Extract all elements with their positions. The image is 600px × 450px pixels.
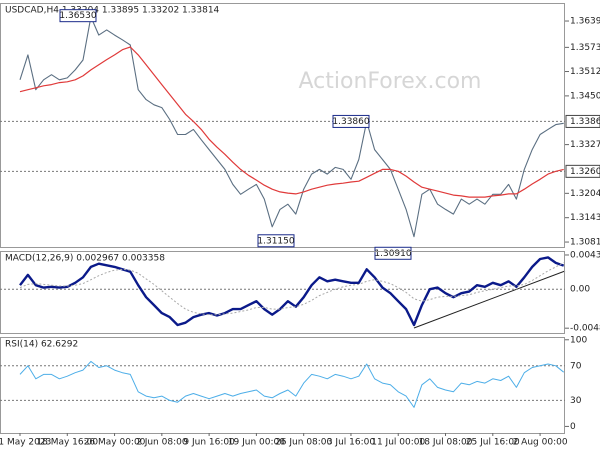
level-label-box — [565, 164, 600, 178]
series-line — [19, 256, 565, 327]
x-tick-label: 2 Jun 08:00 — [136, 438, 188, 448]
series-line — [19, 16, 564, 238]
x-tick-label: 25 Jul 16:00 — [466, 438, 520, 448]
panel-frame — [0, 3, 565, 248]
watermark: ActionForex.com — [299, 69, 482, 94]
annotation-label: 1.31150 — [257, 236, 294, 246]
panel-title: RSI(14) 62.6292 — [5, 340, 78, 350]
level-label: 1.32600 — [570, 167, 600, 177]
y-tick-label: 1.34505 — [570, 91, 600, 101]
annotation-box — [257, 234, 295, 248]
annotation-label: 1.33860 — [332, 117, 369, 127]
panel-title: MACD(12,26,9) 0.002967 0.003358 — [5, 254, 165, 264]
level-label: 70 — [570, 361, 582, 371]
panel-frame — [0, 337, 565, 434]
x-tick-label: 26 May 00:00 — [84, 438, 146, 448]
y-tick-label: 1.33275 — [570, 140, 600, 150]
level-label: 0.00 — [570, 285, 590, 295]
panel-frame — [0, 251, 565, 334]
annotation-label: 1.36530 — [59, 11, 96, 21]
y-tick-label: 1.30815 — [570, 238, 600, 248]
x-tick-label: 11 Jul 00:00 — [371, 438, 425, 448]
x-tick-label: 19 Jun 00:00 — [228, 438, 285, 448]
y-tick-label: 1.32045 — [570, 189, 600, 199]
level-label: 1.33860 — [570, 117, 600, 127]
series-line — [19, 46, 564, 198]
panel-title: USDCAD,H4 1.33204 1.33895 1.33202 1.3381… — [5, 6, 220, 16]
series-line — [19, 360, 565, 408]
x-tick-label: 2 Aug 00:00 — [513, 438, 568, 448]
trend-line — [413, 270, 566, 329]
level-label: 30 — [570, 396, 582, 406]
x-tick-label: 9 Jun 16:00 — [183, 438, 235, 448]
x-tick-label: 26 Jun 08:00 — [275, 438, 332, 448]
level-label-box — [565, 114, 600, 128]
y-tick-label: 1.35120 — [570, 67, 600, 77]
x-tick-label: 3 Jul 16:00 — [327, 438, 376, 448]
annotation-box — [332, 114, 370, 128]
x-tick-label: 18 May 16:00 — [36, 438, 98, 448]
x-tick-label: 18 Jul 08:00 — [419, 438, 473, 448]
annotation-box — [374, 246, 412, 260]
y-tick-label: 100 — [570, 335, 587, 345]
y-tick-label: 0 — [570, 422, 576, 432]
x-tick-label: 11 May 2023 — [0, 438, 51, 448]
y-tick-label: 1.36395 — [570, 17, 600, 27]
annotation-box — [59, 9, 97, 23]
y-tick-label: -0.004895 — [570, 324, 600, 334]
annotation-label: 1.30910 — [374, 249, 411, 259]
y-tick-label: 1.35730 — [570, 43, 600, 53]
y-tick-label: 1.31430 — [570, 213, 600, 223]
y-tick-label: 0.0043 — [570, 250, 600, 260]
